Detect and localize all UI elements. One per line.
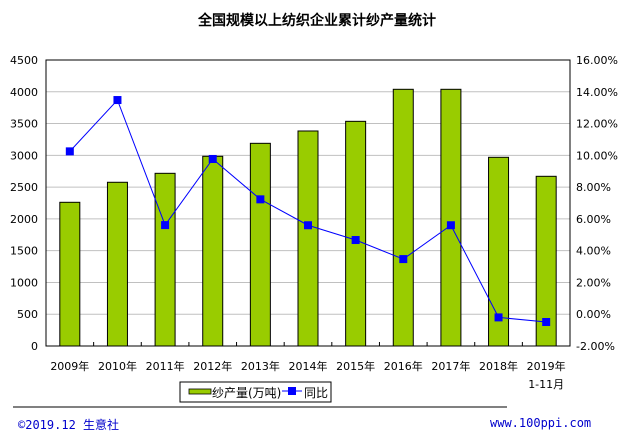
x-tick-label: 2014年	[289, 359, 328, 373]
line-marker-2009年	[65, 147, 74, 156]
x-tick-label: 2015年	[336, 359, 375, 373]
y-left-tick-label: 2500	[10, 181, 38, 194]
x-tick-label: 2016年	[384, 359, 423, 373]
y-right-tick-label: 12.00%	[576, 118, 618, 131]
y-left-tick-label: 1000	[10, 276, 38, 289]
bar-2011年	[154, 172, 176, 347]
line-marker-2011年	[161, 221, 170, 230]
line-marker-2014年	[304, 221, 312, 230]
y-right-tick-label: 10.00%	[576, 149, 618, 162]
combo-chart: 全国规模以上纺织企业累计纱产量统计 0 500 1000 1500 2000 2500 300…	[10, 12, 618, 408]
x-tick-label: 2018年	[479, 359, 518, 373]
line-marker-2017年	[446, 221, 455, 230]
x-tick-label: 2011年	[146, 359, 185, 373]
x-tick-label: 2010年	[98, 359, 137, 373]
chart-title: 全国规模以上纺织企业累计纱产量统计	[197, 12, 436, 29]
x-tick-label: 2012年	[193, 359, 232, 373]
bar-2016年	[392, 88, 414, 347]
x-tick-label: 2013年	[241, 359, 280, 373]
legend-marker-swatch	[288, 387, 296, 395]
x-tick-label: 1-11月	[528, 378, 564, 391]
y-right-tick-label: 6.00%	[576, 213, 611, 226]
bar-2019年	[535, 175, 557, 347]
legend-label-yoy: 同比	[304, 386, 328, 400]
bar-2014年	[297, 130, 319, 347]
y-left-tick-label: 4500	[10, 54, 38, 67]
line-marker-2015年	[351, 236, 360, 245]
y-right-tick-label: 16.00%	[576, 54, 618, 67]
bar-2015年	[345, 120, 367, 347]
bar-2017年	[440, 88, 462, 347]
y-left-tick-label: 4000	[10, 86, 38, 99]
y-left-tick-label: 500	[17, 308, 38, 321]
bar-2010年	[106, 181, 128, 347]
bar-2013年	[249, 142, 271, 347]
y-right-tick-label: 14.00%	[576, 86, 618, 99]
y-left-tick-label: 3000	[10, 149, 38, 162]
line-marker-2019年	[542, 318, 551, 327]
y-left-tick-label: 3500	[10, 118, 38, 131]
line-marker-2018年	[494, 313, 503, 322]
y-right-tick-label: 8.00%	[576, 181, 611, 194]
y-left-tick-label: 1500	[10, 245, 38, 258]
line-marker-2010年	[113, 96, 122, 105]
x-tick-label: 2019年	[527, 359, 566, 373]
footer-website[interactable]: www.100ppi.com	[490, 416, 592, 430]
y-right-tick-label: 0.00%	[576, 308, 611, 321]
y-right-tick-label: -2.00%	[576, 340, 615, 353]
legend-label-production: 纱产量(万吨)	[212, 386, 281, 400]
bar-2009年	[59, 201, 81, 347]
y-right-tick-label: 4.00%	[576, 245, 611, 258]
y-right-tick-label: 2.00%	[576, 276, 611, 289]
legend-bar-swatch	[188, 388, 212, 395]
line-marker-2012年	[208, 154, 217, 163]
line-marker-2016年	[399, 255, 408, 264]
x-tick-label: 2009年	[50, 359, 89, 373]
x-tick-label: 2017年	[431, 359, 470, 373]
footer-copyright: ©2019.12 生意社	[18, 418, 120, 432]
line-marker-2013年	[256, 195, 265, 204]
bar-2018年	[488, 156, 510, 347]
bar-2012年	[202, 155, 224, 347]
y-left-tick-label: 0	[31, 340, 38, 353]
y-left-tick-label: 2000	[10, 213, 38, 226]
